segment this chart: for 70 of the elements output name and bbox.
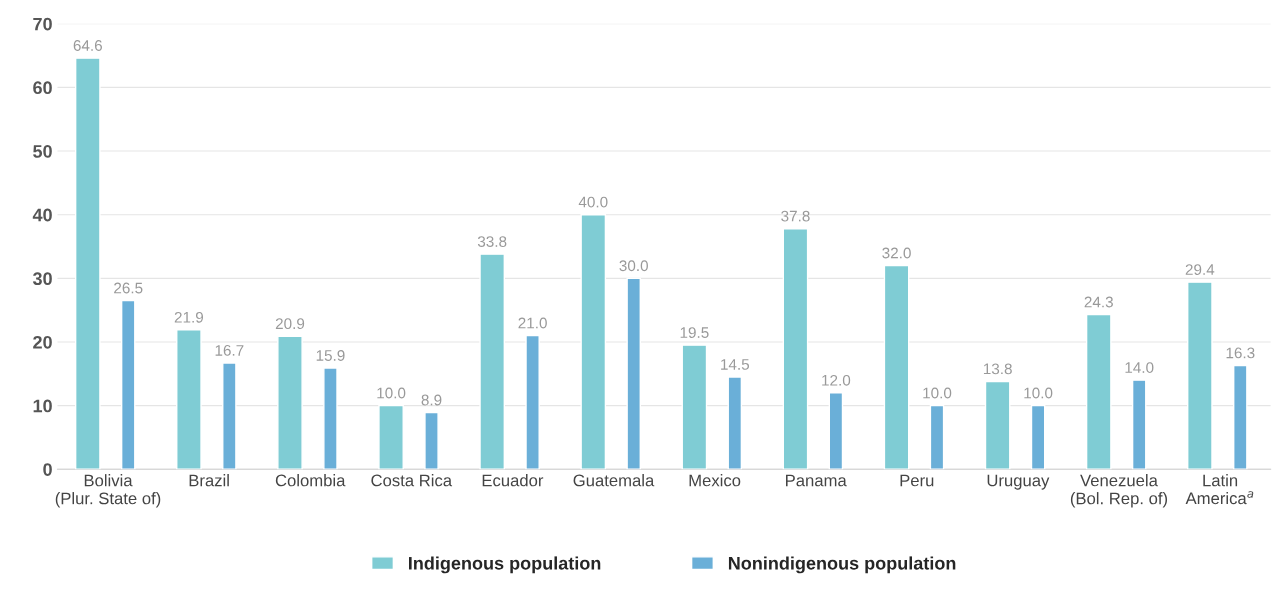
x-tick-label: Guatemala [573, 474, 655, 487]
bar [323, 367, 338, 470]
bar [424, 411, 439, 470]
data-label: 10.0 [923, 387, 952, 399]
data-label: 40.0 [578, 196, 608, 208]
legend-label: Indigenous population [409, 556, 601, 574]
data-label: 30.0 [619, 260, 648, 272]
x-tick-label: Panama [786, 474, 847, 487]
data-label: 15.9 [316, 350, 345, 361]
bar [176, 329, 202, 470]
bar [222, 362, 237, 470]
bar [727, 376, 743, 470]
data-label: 13.8 [983, 363, 1012, 375]
bar [883, 264, 910, 470]
y-tick-label: 50 [33, 144, 52, 158]
bar [378, 404, 404, 470]
x-tick-label: Colombia [275, 474, 346, 487]
x-tick-label: Latin America$^{a}$ [1185, 474, 1254, 505]
legend-label: Nonindigenous population [728, 556, 956, 574]
bar [1233, 364, 1248, 470]
x-tick-label: Uruguay [987, 474, 1050, 490]
bar [1131, 379, 1147, 470]
data-label: 21.0 [518, 317, 547, 329]
data-label: 32.0 [882, 247, 911, 259]
bar [277, 335, 303, 470]
bar [1030, 404, 1046, 470]
data-label: 29.4 [1185, 264, 1215, 275]
data-label: 64.6 [73, 40, 102, 51]
bar [984, 380, 1011, 470]
data-label: 8.9 [421, 394, 442, 406]
x-tick-label: Brazil [189, 474, 229, 487]
data-label: 10.0 [1024, 387, 1053, 399]
y-tick-label: 70 [33, 17, 52, 31]
data-label: 21.9 [174, 311, 204, 323]
data-label: 16.3 [1226, 347, 1255, 359]
data-label: 19.5 [680, 327, 709, 338]
x-tick-label: Ecuador [482, 474, 544, 487]
y-tick-label: 20 [33, 335, 52, 349]
bar [1187, 281, 1213, 470]
bar [479, 253, 506, 470]
y-tick-label: 30 [32, 272, 52, 286]
x-tick-label: Peru [900, 474, 934, 487]
data-label: 20.9 [275, 318, 305, 330]
x-tick-label: Mexico [689, 474, 741, 487]
bar [120, 299, 136, 470]
data-label: 12.0 [822, 374, 851, 386]
x-tick-label: Venezuela (Bol. Rep. of) [1070, 474, 1168, 508]
bar [828, 392, 844, 470]
bar [929, 404, 945, 470]
y-tick-label: 0 [43, 463, 52, 476]
bar [580, 213, 607, 470]
bar [626, 277, 641, 470]
x-tick-label: Costa Rica [371, 474, 453, 487]
y-tick-label: 10 [33, 399, 52, 413]
data-label: 37.8 [781, 210, 810, 222]
data-label: 14.0 [1125, 362, 1154, 373]
bar [681, 344, 708, 470]
data-label: 16.7 [215, 344, 244, 356]
y-tick-label: 60 [33, 81, 52, 95]
y-tick-label: 40 [32, 208, 52, 222]
data-label: 33.8 [477, 236, 507, 247]
bar [74, 57, 101, 470]
x-tick-label: Bolivia (Plur. State of) [55, 474, 161, 508]
bar [525, 334, 540, 470]
data-label: 24.3 [1084, 296, 1113, 308]
data-label: 10.0 [377, 387, 406, 399]
bar [1085, 313, 1112, 470]
data-label: 14.5 [721, 359, 750, 370]
data-label: 26.5 [114, 282, 143, 294]
bar [782, 227, 809, 470]
